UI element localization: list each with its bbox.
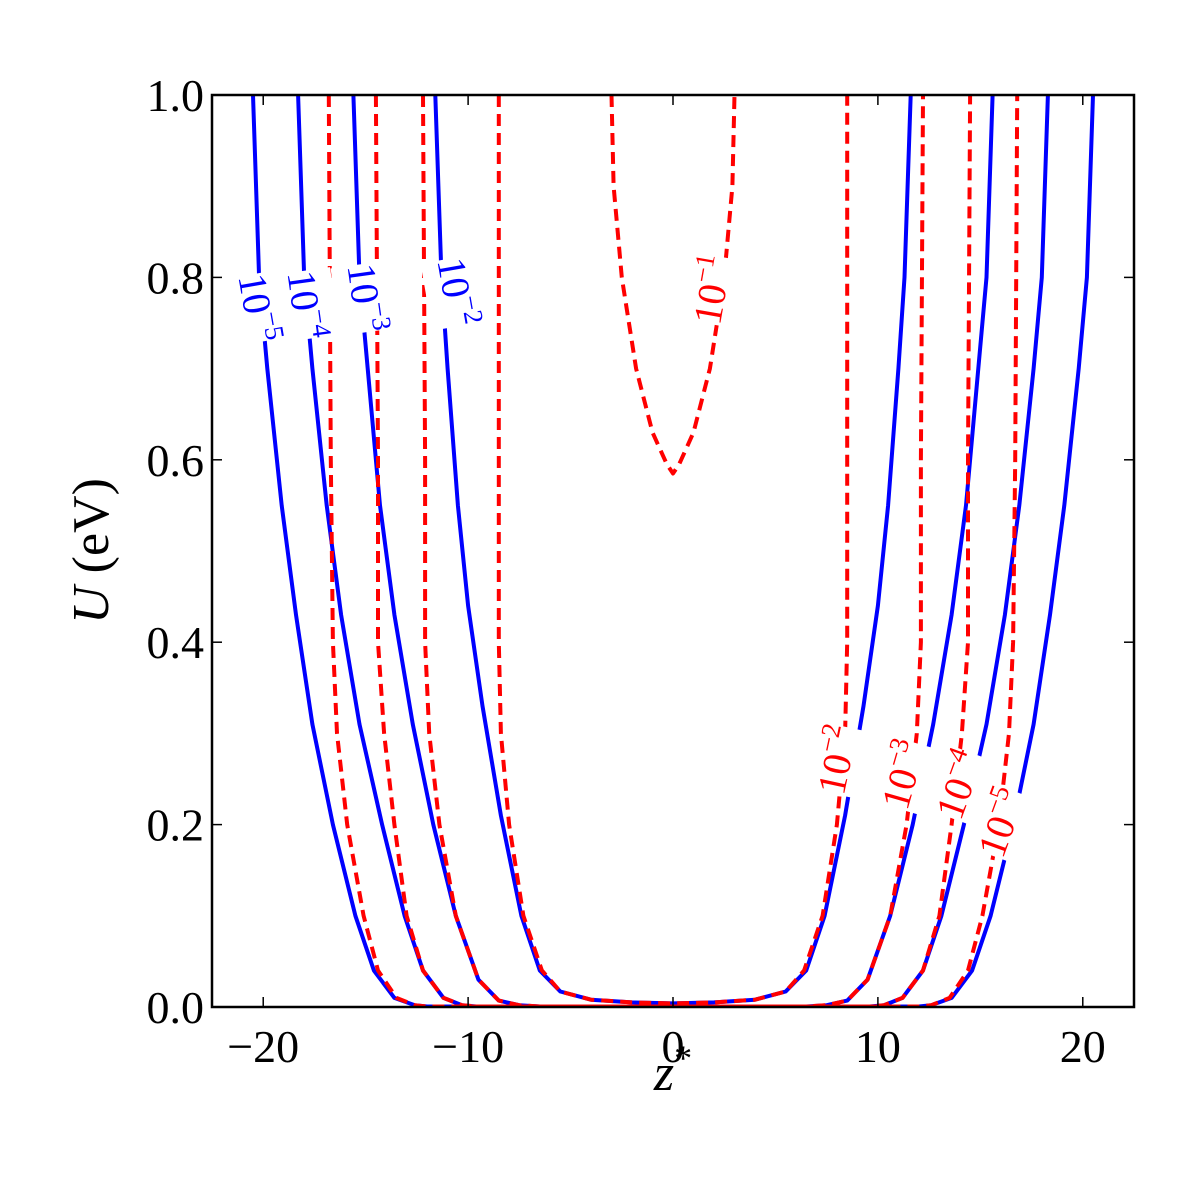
contour-label-layer: 10−210−310−410−5 10−110−210−310−410−5 xyxy=(221,251,1042,866)
x-tick-label-0: −20 xyxy=(227,1021,299,1072)
y-tick-label-4: 0.8 xyxy=(147,252,205,303)
plot-frame xyxy=(210,93,1136,1009)
contour-label-1: 10−3 xyxy=(338,260,397,335)
dashed-contour-line-8 xyxy=(326,95,1020,1007)
solid-contour-line-0 xyxy=(433,95,913,1006)
y-tick-label-1: 0.2 xyxy=(147,800,205,851)
x-tick-label-3: 10 xyxy=(855,1021,901,1072)
x-axis-label: z* xyxy=(653,1038,692,1102)
y-tick-label-3: 0.6 xyxy=(147,435,205,486)
contour-label-background-5 xyxy=(801,720,875,800)
x-tick-label-1: −10 xyxy=(432,1021,504,1072)
contour-label-5: 10−2 xyxy=(803,721,866,799)
tick-layer: −20 −10 0 10 20 0.0 0.2 0.4 0.6 0.8 1.0 xyxy=(147,70,1134,1072)
y-tick-label-0: 0.0 xyxy=(147,982,205,1033)
contour-label-0: 10−2 xyxy=(428,253,489,329)
x-tick-label-2: 0 xyxy=(662,1021,685,1072)
contour-label-background-4 xyxy=(677,251,749,329)
y-axis-label: U (eV) xyxy=(63,478,120,624)
dashed-contour-line-7 xyxy=(373,95,973,1007)
y-tick-label-5: 1.0 xyxy=(147,70,205,121)
y-tick-label-2: 0.4 xyxy=(147,617,205,668)
contour-label-4: 10−1 xyxy=(679,251,740,327)
contour-label-background-0 xyxy=(420,253,492,331)
contour-label-background-3 xyxy=(221,269,293,347)
x-tick-label-4: 20 xyxy=(1060,1021,1106,1072)
series-layer xyxy=(251,95,1095,1007)
contour-label-3: 10−5 xyxy=(229,269,290,345)
contour-label-background-8 xyxy=(962,780,1042,866)
contour-label-background-6 xyxy=(865,734,943,816)
dashed-contour-line-5 xyxy=(496,95,850,1006)
contour-label-background-1 xyxy=(330,260,400,336)
solid-contour-line-2 xyxy=(296,95,1050,1007)
